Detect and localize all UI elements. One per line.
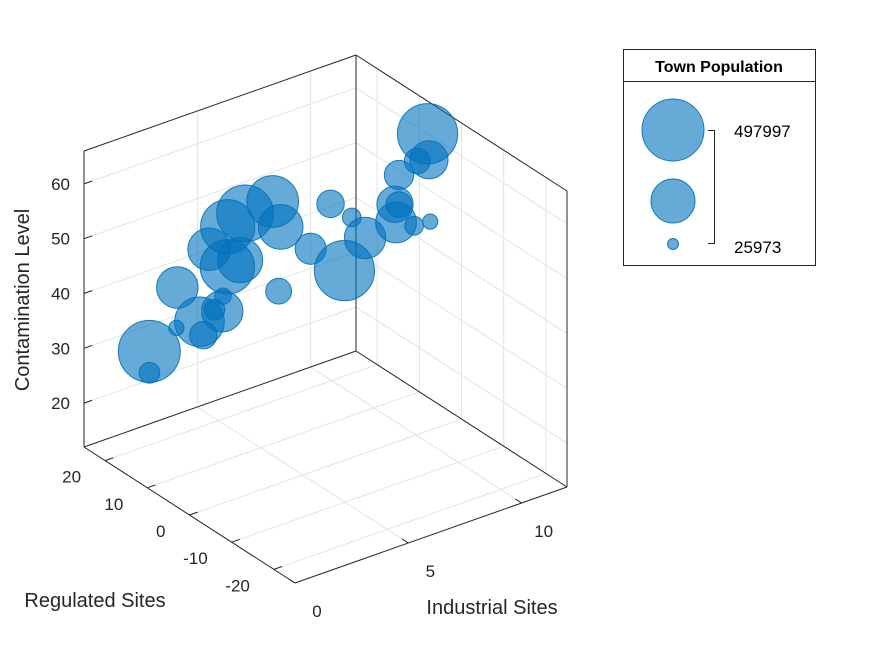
axis-edge [355, 54, 568, 192]
x-tick-label: 5 [426, 562, 435, 581]
z-axis-label: Contamination Level [12, 209, 34, 391]
z-tick-label: 50 [51, 230, 70, 249]
grid-line [83, 87, 357, 185]
y-tick-mark [147, 484, 156, 489]
legend-bubble-small [667, 238, 679, 250]
y-tick-mark [273, 566, 283, 570]
x-tick-mark [401, 538, 409, 544]
legend-bracket [708, 130, 715, 244]
z-tick-mark [83, 290, 93, 294]
bubble-point [404, 215, 424, 236]
bubble-point [383, 159, 415, 191]
z-tick-mark [83, 180, 93, 185]
legend-frame [623, 49, 816, 266]
axis-edge [83, 350, 357, 448]
x-tick-mark [515, 498, 522, 504]
bubble-point [138, 361, 161, 384]
axis-edge [355, 350, 568, 488]
z-tick-mark [83, 399, 93, 404]
y-tick-mark [104, 457, 114, 462]
y-axis-label: Regulated Sites [24, 590, 165, 612]
bubble-point [422, 213, 439, 230]
grid-line [310, 366, 522, 504]
x-tick-label: 10 [534, 522, 553, 541]
grid-line [189, 418, 462, 516]
z-tick-label: 60 [51, 175, 70, 194]
y-tick-mark [231, 538, 241, 543]
y-tick-label: 20 [62, 468, 81, 487]
x-axis-label: Industrial Sites [426, 597, 557, 619]
axis-edge [83, 54, 357, 152]
size-legend: Town Population 497997 25973 [623, 49, 816, 266]
legend-bubble-large [641, 98, 705, 162]
y-tick-label: 10 [104, 495, 123, 514]
y-tick-label: -10 [183, 549, 208, 568]
axes-box [83, 54, 568, 584]
y-tick-mark [189, 511, 198, 516]
bubble-point [189, 320, 218, 350]
z-tick-label: 40 [51, 285, 70, 304]
tick-labels: 0 5 10 -20 -10 0 10 20 20 30 40 50 60 [51, 175, 553, 621]
y-tick-label: -20 [225, 576, 250, 595]
x-tick-mark [288, 578, 296, 584]
bubble-point [265, 277, 293, 305]
bubble-point [385, 191, 413, 218]
z-tick-mark [83, 235, 93, 240]
bubble-point [199, 239, 256, 295]
bubble-point [396, 103, 459, 165]
x-tick-label: 0 [312, 602, 321, 621]
grid-line [147, 391, 420, 489]
grid-line [231, 445, 504, 543]
legend-title: Town Population [655, 59, 783, 76]
legend-min-label: 25973 [734, 238, 781, 257]
grid-line [273, 472, 547, 570]
bubbles [117, 103, 459, 384]
y-tick-label: 0 [156, 522, 165, 541]
bubble-point [316, 189, 345, 219]
bubble-point [313, 239, 376, 302]
legend-bubble-medium [650, 178, 696, 224]
bubble-point [246, 175, 300, 228]
z-tick-mark [83, 344, 93, 349]
legend-max-label: 497997 [734, 122, 791, 141]
bubble-point [156, 266, 199, 309]
z-tick-label: 20 [51, 394, 70, 413]
grid-line [197, 406, 409, 544]
z-tick-label: 30 [51, 339, 70, 358]
